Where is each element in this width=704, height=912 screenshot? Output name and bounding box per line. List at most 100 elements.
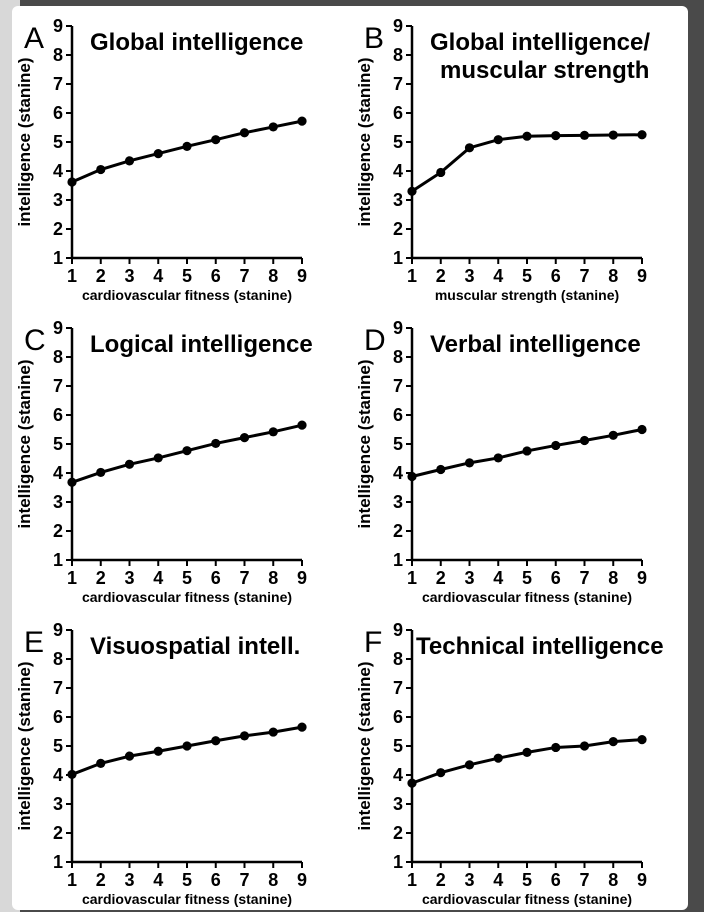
y-tick-label: 9 [53, 16, 63, 36]
y-tick-label: 7 [53, 678, 63, 698]
data-point [297, 722, 307, 732]
data-point [493, 135, 503, 145]
y-tick-label: 2 [53, 219, 63, 239]
data-point [522, 131, 532, 141]
x-tick-label: 7 [579, 266, 589, 286]
data-point [637, 130, 647, 140]
y-tick-label: 7 [393, 74, 403, 94]
data-point [608, 130, 618, 140]
data-point [579, 741, 590, 751]
panel-letter: A [24, 22, 44, 55]
chart-title: Logical intelligence [90, 331, 313, 358]
y-tick-label: 1 [53, 852, 63, 872]
x-tick-label: 6 [551, 266, 561, 286]
data-point [493, 453, 503, 463]
data-point [182, 741, 192, 751]
x-tick-label: 1 [67, 568, 77, 588]
y-tick-label: 9 [53, 318, 63, 338]
data-point [268, 727, 278, 737]
x-axis-label: cardiovascular fitness (stanine) [422, 589, 632, 605]
y-tick-label: 8 [393, 649, 403, 669]
x-tick-label: 2 [436, 266, 446, 286]
panel-letter: F [364, 626, 382, 659]
data-point [211, 135, 221, 145]
y-tick-label: 1 [53, 550, 63, 570]
x-tick-label: 2 [436, 870, 446, 890]
data-point [67, 177, 77, 187]
data-point [297, 116, 307, 126]
x-tick-label: 2 [436, 568, 446, 588]
data-point [239, 433, 250, 443]
x-axis-label: cardiovascular fitness (stanine) [82, 891, 292, 907]
y-tick-label: 2 [393, 521, 403, 541]
y-tick-label: 4 [53, 765, 63, 785]
x-tick-label: 5 [182, 266, 192, 286]
x-tick-label: 5 [522, 266, 532, 286]
x-tick-label: 6 [551, 568, 561, 588]
data-point [239, 731, 250, 741]
chart-title-line-2: muscular strength [440, 57, 649, 84]
chart-title: Visuospatial intell. [90, 633, 300, 660]
data-point [551, 742, 561, 753]
data-point [153, 149, 163, 159]
data-point [297, 420, 307, 430]
data-point [551, 131, 561, 141]
x-tick-label: 7 [239, 568, 249, 588]
x-tick-label: 7 [579, 568, 589, 588]
data-point [268, 427, 278, 437]
data-point [96, 758, 106, 769]
series-line [71, 725, 303, 776]
x-tick-label: 2 [96, 266, 106, 286]
y-tick-label: 5 [53, 434, 63, 454]
data-point [608, 430, 618, 440]
x-axis-label: cardiovascular fitness (stanine) [82, 589, 292, 605]
data-point [153, 746, 163, 756]
x-tick-label: 6 [211, 870, 221, 890]
y-tick-label: 9 [53, 620, 63, 640]
y-tick-label: 2 [393, 219, 403, 239]
data-point [211, 438, 221, 449]
data-point [551, 440, 561, 451]
x-tick-label: 7 [239, 870, 249, 890]
x-tick-label: 4 [153, 266, 163, 286]
x-axis-label: cardiovascular fitness (stanine) [82, 287, 292, 303]
chart-title: Verbal intelligence [430, 331, 641, 358]
y-tick-label: 8 [53, 347, 63, 367]
y-tick-label: 1 [393, 550, 403, 570]
data-point [182, 446, 192, 456]
data-point [211, 736, 221, 746]
x-tick-label: 6 [211, 568, 221, 588]
x-tick-label: 1 [407, 870, 417, 890]
x-tick-label: 5 [522, 870, 532, 890]
y-tick-label: 3 [393, 492, 403, 512]
panel-letter: E [24, 626, 44, 659]
data-point [436, 768, 446, 778]
y-tick-label: 2 [53, 823, 63, 843]
x-tick-label: 9 [637, 568, 647, 588]
x-tick-label: 6 [211, 266, 221, 286]
panel-letter: B [364, 22, 384, 55]
x-tick-label: 4 [493, 568, 503, 588]
data-point [67, 477, 77, 487]
data-point [96, 164, 106, 175]
y-tick-label: 4 [53, 161, 63, 181]
x-tick-label: 9 [297, 870, 307, 890]
x-tick-label: 8 [608, 870, 618, 890]
data-point [67, 769, 77, 780]
x-tick-label: 9 [637, 870, 647, 890]
chart-title: Global intelligence [90, 29, 303, 56]
data-point [124, 751, 135, 761]
x-tick-label: 5 [522, 568, 532, 588]
y-tick-label: 1 [393, 852, 403, 872]
x-tick-label: 4 [153, 870, 163, 890]
data-point [153, 453, 163, 463]
y-tick-label: 9 [393, 620, 403, 640]
data-point [522, 747, 532, 757]
data-point [436, 167, 446, 178]
figure-panel: A 1 2 3 4 5 6 7 8 9 1 2 3 4 5 6 7 8 9 cardiovascular fitnes… [12, 6, 688, 910]
data-point [464, 458, 475, 468]
x-tick-label: 7 [239, 266, 249, 286]
